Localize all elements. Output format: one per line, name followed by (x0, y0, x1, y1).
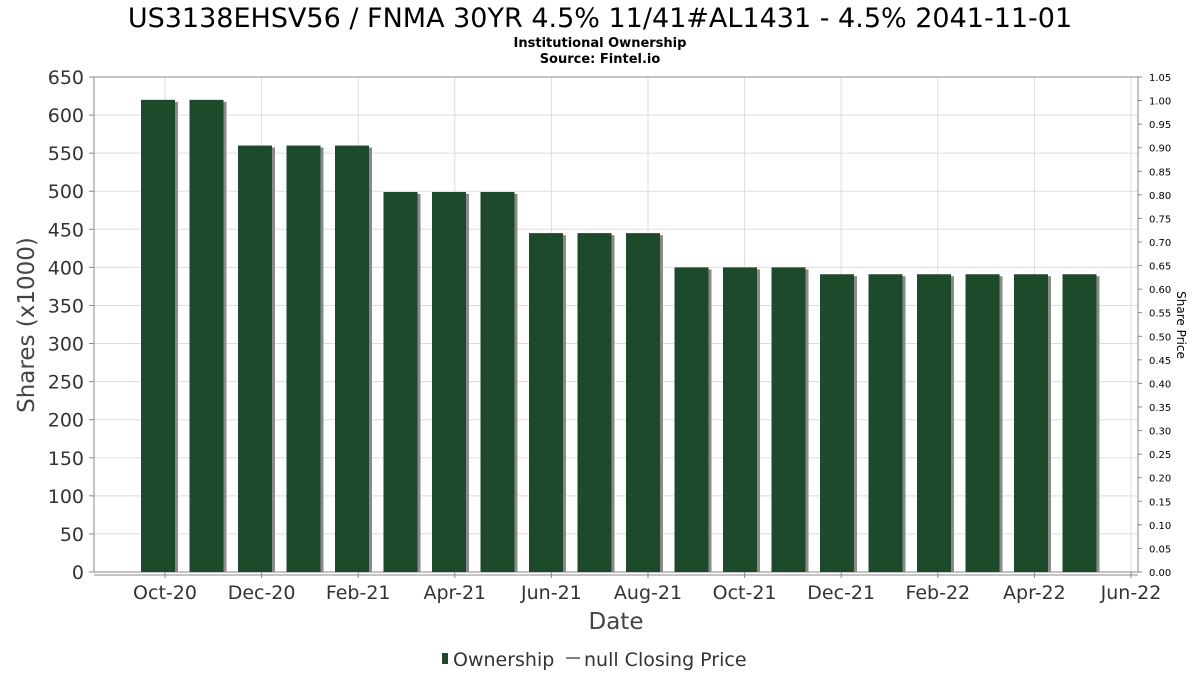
ownership-bar (238, 145, 272, 573)
ownership-bar (1062, 274, 1097, 572)
y2-tick-label: 0.45 (1149, 356, 1171, 367)
ownership-bar (141, 99, 175, 572)
y-tick-label: 250 (48, 372, 84, 394)
y2-axis-label: Share Price (1174, 291, 1188, 359)
x-tick-label: Apr-21 (423, 582, 486, 604)
y-axis-ticks: 0 50 100 150 200 250 300 350 400 450 500 550 600 650 (48, 67, 94, 584)
y-tick-label: 100 (48, 486, 84, 508)
chart-source: Source: Fintel.io (540, 52, 661, 67)
ownership-bar (917, 274, 951, 572)
y-tick-label: 500 (48, 181, 84, 203)
ownership-bar (1014, 274, 1048, 572)
y2-tick-label: 0.70 (1149, 238, 1171, 249)
y2-tick-label: 0.15 (1149, 497, 1171, 508)
ownership-bar (480, 191, 515, 572)
y-axis-label: Shares (x1000) (14, 237, 40, 413)
y-tick-label: 350 (48, 295, 84, 317)
x-axis-ticks: Oct-20 Dec-20 Feb-21 Apr-21 Jun-21 Aug-21 Oct-… (94, 572, 1161, 604)
plot-area (93, 76, 1139, 573)
y2-tick-label: 1.05 (1149, 73, 1171, 84)
y2-tick-label: 1.00 (1149, 97, 1171, 108)
ownership-bar (723, 267, 757, 572)
y2-tick-label: 0.40 (1149, 379, 1171, 390)
x-tick-label: Feb-22 (905, 582, 970, 604)
ownership-bar (335, 145, 369, 573)
y2-tick-label: 0.90 (1149, 144, 1171, 155)
x-tick-label: Feb-21 (326, 582, 391, 604)
y2-tick-label: 0.80 (1149, 191, 1171, 202)
x-tick-label: Dec-20 (228, 582, 296, 604)
y2-tick-label: 0.00 (1149, 568, 1171, 579)
y2-axis-ticks: 0.00 0.05 0.10 0.15 0.20 0.25 0.30 0.35 0.40 0.45… (1138, 73, 1171, 579)
ownership-bar (868, 274, 903, 572)
x-tick-label: Jun-22 (1100, 582, 1162, 604)
ownership-bar (529, 233, 563, 572)
y2-tick-label: 0.25 (1149, 450, 1171, 461)
y2-tick-label: 0.10 (1149, 521, 1171, 532)
y2-tick-label: 0.60 (1149, 285, 1171, 296)
y-tick-label: 450 (48, 219, 84, 241)
ownership-bar (674, 267, 709, 572)
legend-price-label: null Closing Price (584, 649, 747, 671)
x-tick-label: Aug-21 (614, 582, 682, 604)
ownership-bar (432, 191, 466, 572)
ownership-bar (965, 274, 1000, 572)
legend: Ownership null Closing Price (442, 649, 747, 671)
y-tick-label: 50 (60, 524, 84, 546)
y2-tick-label: 0.05 (1149, 544, 1171, 555)
y-tick-label: 0 (72, 562, 84, 584)
x-tick-label: Oct-21 (713, 582, 777, 604)
y2-tick-label: 0.35 (1149, 403, 1171, 414)
y2-tick-label: 0.55 (1149, 309, 1171, 320)
ownership-bar (626, 233, 660, 572)
y-tick-label: 150 (48, 448, 84, 470)
y2-tick-label: 0.85 (1149, 167, 1171, 178)
x-tick-label: Oct-20 (133, 582, 197, 604)
y2-tick-label: 0.20 (1149, 474, 1171, 485)
x-axis-label: Date (589, 609, 644, 635)
ownership-bar (383, 191, 418, 572)
y-tick-label: 300 (48, 334, 84, 356)
x-tick-label: Jun-21 (520, 582, 582, 604)
chart-title: US3138EHSV56 / FNMA 30YR 4.5% 11/41#AL14… (128, 3, 1072, 34)
legend-ownership-label: Ownership (453, 649, 554, 671)
legend-ownership-swatch (442, 653, 448, 664)
bars (141, 99, 1100, 573)
y2-tick-label: 0.65 (1149, 262, 1171, 273)
ownership-bar (820, 274, 854, 572)
ownership-bar (286, 145, 321, 573)
y-tick-label: 550 (48, 143, 84, 165)
y2-tick-label: 0.75 (1149, 214, 1171, 225)
y-tick-label: 650 (48, 67, 84, 89)
y-tick-label: 200 (48, 410, 84, 432)
x-tick-label: Dec-21 (807, 582, 875, 604)
y2-tick-label: 0.95 (1149, 120, 1171, 131)
y2-tick-label: 0.50 (1149, 332, 1171, 343)
y-tick-label: 400 (48, 257, 84, 279)
ownership-bar (189, 99, 224, 572)
ownership-bar (771, 267, 806, 572)
y-tick-label: 600 (48, 105, 84, 127)
y2-tick-label: 0.30 (1149, 427, 1171, 438)
chart-subtitle: Institutional Ownership (514, 36, 687, 51)
x-tick-label: Apr-22 (1003, 582, 1066, 604)
ownership-bar (577, 233, 612, 572)
